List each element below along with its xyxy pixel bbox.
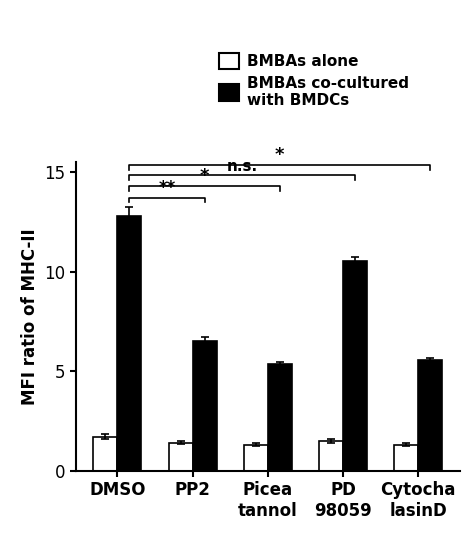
Bar <box>244 445 268 471</box>
Bar <box>418 360 442 471</box>
Bar <box>93 437 118 471</box>
Bar <box>343 261 367 471</box>
Text: *: * <box>200 167 210 186</box>
Bar <box>394 445 418 471</box>
Bar <box>118 216 141 471</box>
Text: **: ** <box>158 179 176 197</box>
Text: *: * <box>275 147 284 164</box>
Bar <box>192 341 217 471</box>
Bar <box>169 443 192 471</box>
Text: n.s.: n.s. <box>227 160 258 174</box>
Legend: BMBAs alone, BMBAs co-cultured
with BMDCs: BMBAs alone, BMBAs co-cultured with BMDC… <box>219 53 409 108</box>
Bar <box>319 441 343 471</box>
Bar <box>268 364 292 471</box>
Y-axis label: MFI ratio of MHC-II: MFI ratio of MHC-II <box>21 228 39 405</box>
